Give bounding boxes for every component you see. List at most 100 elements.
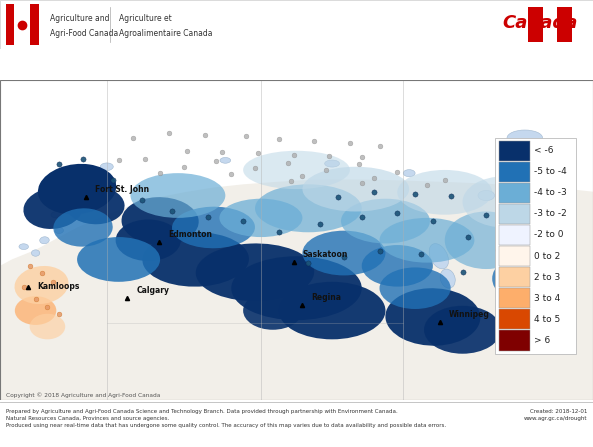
Point — [440, 176, 449, 183]
Ellipse shape — [463, 176, 546, 228]
Point — [25, 262, 34, 270]
Text: -4 to -3: -4 to -3 — [534, 188, 567, 197]
Text: Saskatoon: Saskatoon — [302, 250, 348, 259]
Point — [310, 137, 319, 144]
Ellipse shape — [255, 184, 362, 232]
Bar — [14, 4, 30, 45]
Text: > 6: > 6 — [534, 336, 550, 345]
Point — [357, 214, 366, 221]
Point — [375, 248, 384, 255]
Ellipse shape — [100, 163, 113, 171]
Ellipse shape — [77, 237, 160, 282]
Ellipse shape — [478, 190, 495, 201]
Ellipse shape — [385, 288, 480, 346]
Text: Agriculture et: Agriculture et — [119, 14, 171, 23]
Ellipse shape — [243, 291, 302, 330]
Point — [167, 208, 177, 215]
Ellipse shape — [445, 211, 528, 269]
Ellipse shape — [531, 144, 560, 157]
Point — [393, 168, 402, 175]
Point — [357, 154, 366, 161]
Ellipse shape — [362, 245, 433, 287]
Bar — [30, 4, 39, 45]
Text: -5 to -4: -5 to -4 — [534, 167, 567, 176]
Text: Calgary: Calgary — [136, 286, 170, 295]
Point — [274, 229, 283, 236]
Text: -3 to -2: -3 to -2 — [534, 209, 567, 219]
Bar — [528, 7, 543, 42]
Bar — [499, 267, 530, 287]
Ellipse shape — [14, 266, 69, 304]
Text: Copyright © 2018 Agriculture and Agri-Food Canada: Copyright © 2018 Agriculture and Agri-Fo… — [6, 392, 160, 397]
Point — [164, 130, 174, 137]
Text: Regina: Regina — [311, 293, 342, 302]
Ellipse shape — [220, 157, 231, 163]
Point — [238, 218, 248, 225]
Text: Agri-Food Canada: Agri-Food Canada — [50, 29, 119, 38]
Point — [274, 135, 283, 142]
Point — [422, 182, 432, 189]
Text: Edmonton: Edmonton — [168, 230, 212, 239]
Point — [200, 131, 209, 139]
Text: 3 to 4: 3 to 4 — [534, 294, 560, 303]
Bar — [495, 138, 576, 354]
Ellipse shape — [325, 160, 340, 167]
Point — [517, 224, 527, 232]
Point — [553, 240, 562, 247]
Point — [369, 174, 378, 181]
Point — [345, 139, 355, 146]
Point — [493, 246, 503, 253]
Text: 2 to 3: 2 to 3 — [534, 273, 560, 282]
Point — [49, 279, 58, 286]
Point — [55, 311, 64, 318]
Bar — [499, 309, 530, 329]
Point — [19, 283, 28, 290]
Point — [55, 160, 64, 167]
Point — [241, 133, 251, 140]
Point — [286, 177, 295, 185]
Ellipse shape — [424, 306, 501, 354]
Bar — [499, 204, 530, 224]
Bar — [499, 330, 530, 350]
Point — [416, 250, 426, 257]
Point — [31, 296, 40, 303]
Ellipse shape — [219, 199, 302, 237]
Point — [182, 147, 192, 154]
Bar — [557, 7, 572, 42]
Text: Canada: Canada — [503, 14, 578, 32]
Point — [253, 150, 263, 157]
Text: Kamloops: Kamloops — [37, 283, 79, 291]
Text: 0 to 2: 0 to 2 — [534, 252, 560, 261]
Text: Mean Temperature Difference From Normal: Mean Temperature Difference From Normal — [6, 56, 413, 74]
Bar — [499, 288, 530, 308]
Ellipse shape — [507, 130, 543, 146]
Ellipse shape — [122, 197, 199, 245]
Bar — [499, 162, 530, 182]
Ellipse shape — [279, 282, 385, 339]
Ellipse shape — [30, 314, 65, 339]
Ellipse shape — [508, 203, 523, 213]
Point — [523, 254, 533, 261]
Point — [354, 160, 364, 168]
Ellipse shape — [380, 267, 451, 309]
Text: Prepared by Agriculture and Agri-Food Canada Science and Technology Branch. Data: Prepared by Agriculture and Agri-Food Ca… — [6, 409, 446, 427]
Point — [129, 135, 138, 142]
Point — [357, 179, 366, 186]
Ellipse shape — [397, 170, 492, 215]
Ellipse shape — [130, 173, 225, 218]
Point — [499, 278, 509, 285]
Point — [141, 155, 150, 162]
Point — [339, 253, 349, 261]
Point — [410, 190, 420, 198]
Ellipse shape — [196, 244, 314, 301]
Point — [179, 163, 189, 170]
Point — [289, 151, 298, 158]
Point — [458, 268, 467, 275]
Polygon shape — [0, 180, 593, 400]
Ellipse shape — [116, 219, 181, 261]
Point — [155, 169, 165, 177]
Point — [108, 177, 117, 184]
Ellipse shape — [55, 228, 63, 233]
Point — [250, 165, 260, 172]
Text: < -6: < -6 — [534, 146, 554, 155]
